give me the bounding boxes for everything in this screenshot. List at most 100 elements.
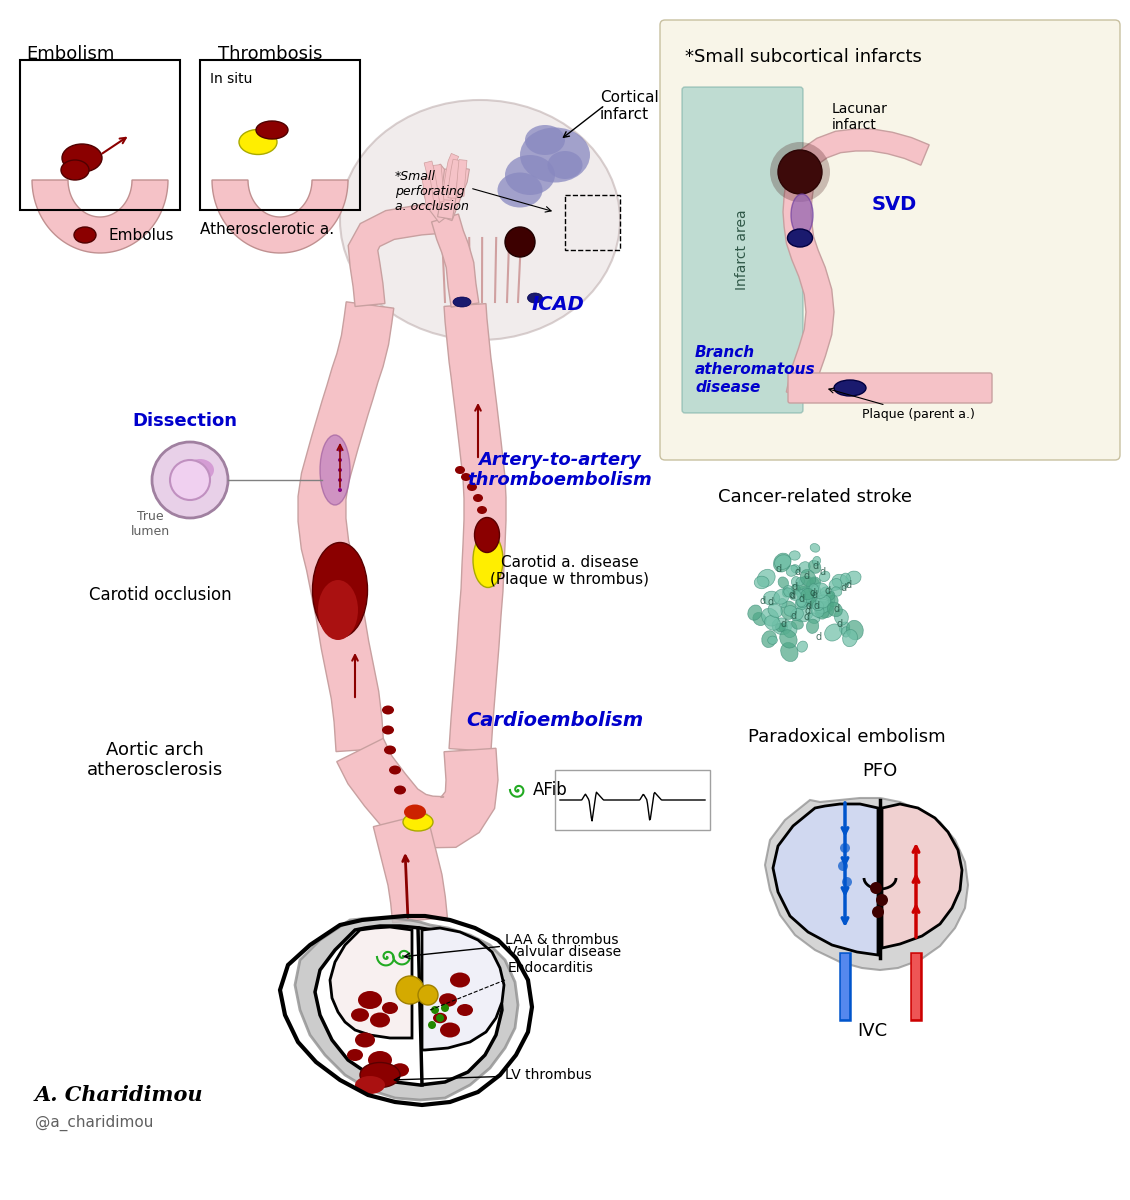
Polygon shape (421, 178, 434, 205)
Polygon shape (433, 164, 444, 203)
Circle shape (505, 227, 534, 257)
Ellipse shape (450, 972, 470, 988)
Ellipse shape (794, 605, 812, 622)
Polygon shape (438, 167, 469, 221)
Polygon shape (330, 926, 412, 1038)
Text: d: d (815, 632, 822, 642)
Ellipse shape (816, 601, 834, 618)
Text: Carotid occlusion: Carotid occlusion (88, 586, 232, 604)
Text: d: d (812, 562, 818, 571)
Ellipse shape (340, 100, 620, 340)
Text: d: d (791, 582, 797, 592)
Ellipse shape (842, 626, 850, 637)
Ellipse shape (358, 991, 382, 1009)
Text: Atherosclerotic a.: Atherosclerotic a. (200, 222, 334, 238)
Ellipse shape (799, 562, 810, 572)
Circle shape (870, 882, 883, 894)
Text: d: d (810, 588, 816, 599)
Text: d: d (767, 598, 774, 607)
Ellipse shape (784, 606, 797, 617)
Ellipse shape (525, 125, 565, 155)
Bar (555, 770, 710, 830)
Circle shape (777, 150, 822, 194)
Ellipse shape (62, 144, 102, 172)
Ellipse shape (774, 554, 791, 570)
Circle shape (338, 458, 342, 462)
Ellipse shape (477, 506, 487, 514)
Ellipse shape (797, 641, 808, 652)
Ellipse shape (812, 557, 820, 565)
Ellipse shape (762, 608, 779, 626)
Ellipse shape (819, 571, 829, 582)
Polygon shape (457, 160, 467, 197)
Ellipse shape (791, 608, 803, 620)
Ellipse shape (834, 608, 849, 625)
Ellipse shape (826, 592, 835, 600)
Ellipse shape (783, 622, 797, 637)
Ellipse shape (846, 620, 863, 640)
Text: LAA & thrombus: LAA & thrombus (405, 934, 618, 959)
Ellipse shape (797, 589, 806, 600)
Polygon shape (437, 169, 460, 220)
Ellipse shape (819, 590, 835, 606)
Ellipse shape (403, 814, 433, 830)
Polygon shape (315, 926, 502, 1085)
Ellipse shape (61, 160, 89, 180)
Circle shape (441, 1004, 449, 1012)
Ellipse shape (351, 1008, 370, 1021)
Text: d: d (803, 571, 809, 581)
Ellipse shape (384, 745, 396, 755)
Text: Carotid a. disease
(Plaque w thrombus): Carotid a. disease (Plaque w thrombus) (490, 554, 650, 587)
Polygon shape (765, 798, 968, 970)
Ellipse shape (815, 601, 829, 619)
Ellipse shape (810, 583, 828, 599)
Ellipse shape (801, 588, 815, 600)
Ellipse shape (803, 589, 812, 598)
Ellipse shape (784, 588, 793, 596)
Ellipse shape (355, 1076, 385, 1094)
Ellipse shape (473, 533, 503, 588)
Ellipse shape (773, 553, 791, 572)
Ellipse shape (789, 590, 801, 600)
Ellipse shape (801, 594, 810, 602)
Ellipse shape (792, 619, 803, 629)
Text: d: d (814, 601, 819, 612)
Text: d: d (811, 589, 817, 600)
Circle shape (338, 468, 342, 472)
Ellipse shape (382, 726, 394, 734)
Text: d: d (790, 611, 797, 622)
Ellipse shape (360, 1062, 400, 1087)
Circle shape (338, 488, 342, 492)
Ellipse shape (347, 1049, 363, 1061)
Text: SVD: SVD (872, 196, 918, 215)
Polygon shape (424, 161, 440, 205)
Ellipse shape (800, 570, 816, 587)
Text: Dissection: Dissection (132, 412, 237, 430)
Polygon shape (348, 203, 446, 306)
Ellipse shape (782, 588, 790, 598)
Circle shape (431, 1006, 438, 1014)
Circle shape (840, 842, 850, 853)
Ellipse shape (774, 589, 790, 605)
Ellipse shape (370, 1013, 390, 1027)
Ellipse shape (803, 594, 814, 606)
Circle shape (396, 976, 424, 1004)
Text: d: d (794, 566, 801, 577)
Ellipse shape (796, 577, 805, 586)
Text: d: d (805, 606, 810, 616)
Ellipse shape (73, 227, 96, 242)
Ellipse shape (797, 587, 812, 600)
Ellipse shape (791, 576, 800, 587)
Text: PFO: PFO (862, 762, 897, 780)
Text: Thrombosis: Thrombosis (218, 44, 322, 62)
Polygon shape (32, 180, 168, 253)
Text: Cardioembolism: Cardioembolism (467, 710, 644, 730)
Ellipse shape (814, 599, 831, 613)
Polygon shape (444, 304, 506, 751)
Ellipse shape (368, 1051, 392, 1069)
Text: d: d (806, 601, 811, 611)
Ellipse shape (313, 542, 367, 637)
Ellipse shape (240, 130, 277, 155)
Text: AFib: AFib (533, 781, 567, 799)
Ellipse shape (528, 293, 542, 302)
